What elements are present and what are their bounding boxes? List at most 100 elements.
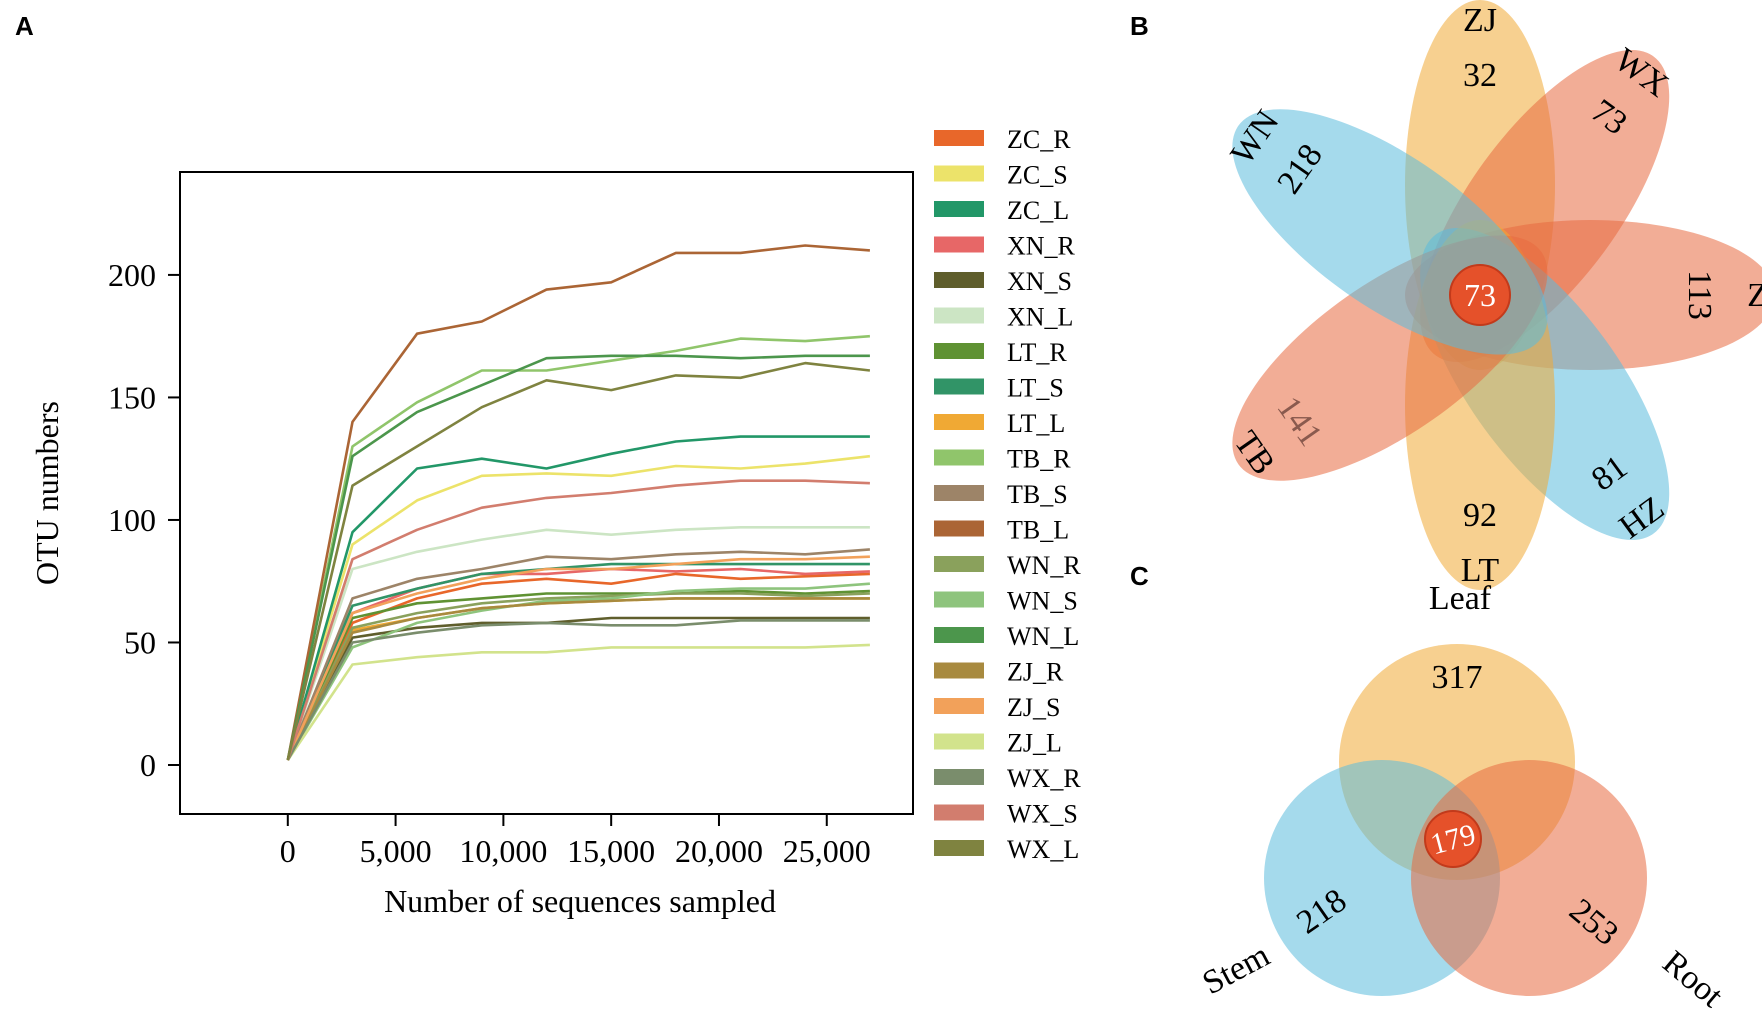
venn-c-circle-root [1411, 760, 1647, 996]
series-line-tb-s [286, 548, 870, 761]
venn-b-count-zj: 32 [1463, 57, 1497, 94]
series-line-xn-r [286, 567, 870, 761]
legend-label: XN_R [1007, 232, 1076, 261]
legend-label: WN_R [1007, 551, 1081, 580]
series-line-zc-s [286, 454, 871, 761]
series-line-wn-s [286, 582, 870, 761]
series-line-lt-r [286, 589, 870, 761]
legend-swatch [934, 769, 984, 785]
series-line-wn-l [286, 354, 870, 761]
legend-label: LT_S [1007, 374, 1064, 403]
legend-label: TB_S [1007, 480, 1068, 509]
legend-label: TB_R [1007, 445, 1071, 474]
panel-label-b: B [1130, 11, 1149, 41]
y-tick-label: 100 [108, 502, 156, 538]
legend-swatch [934, 804, 984, 821]
flower-venn-diagram: 7332ZJ73WX113ZC81HZ92LT141TB218WN [1224, 0, 1762, 590]
plot-frame [179, 171, 914, 815]
legend-label: ZC_L [1007, 196, 1069, 225]
series-line-zj-r [286, 597, 870, 761]
legend-label: LT_R [1007, 338, 1067, 367]
legend-swatch [934, 449, 984, 466]
x-axis-label: Number of sequences sampled [384, 883, 776, 919]
x-tick-label: 25,000 [783, 833, 871, 869]
series-line-tb-r [286, 334, 870, 761]
venn-c-count-leaf: 317 [1432, 659, 1483, 696]
y-tick-label: 150 [108, 379, 156, 415]
venn-b-core-count: 73 [1464, 277, 1496, 313]
series-line-wx-r [286, 619, 870, 761]
legend-swatch [934, 130, 984, 146]
venn-b-count-lt: 92 [1463, 497, 1497, 534]
legend-swatch [934, 236, 984, 253]
venn-c-label-root: Root [1655, 944, 1730, 1014]
legend-label: XN_L [1007, 303, 1073, 332]
legend-label: ZJ_L [1007, 729, 1062, 758]
venn-c-label-leaf: Leaf [1429, 580, 1492, 617]
legend-swatch [934, 556, 984, 572]
legend-swatch [934, 520, 984, 537]
x-tick-label: 0 [280, 833, 296, 869]
venn-b-label-zc: ZC [1747, 277, 1762, 314]
panel-label-a: A [15, 11, 34, 41]
x-tick-label: 15,000 [567, 833, 655, 869]
legend-swatch [934, 165, 984, 182]
legend-swatch [934, 272, 984, 288]
series-line-zj-l [286, 643, 870, 761]
legend-label: WN_L [1007, 622, 1079, 651]
y-tick-label: 50 [124, 624, 156, 660]
y-axis: 0 50 100 150 200 [108, 257, 180, 783]
x-tick-label: 10,000 [459, 833, 547, 869]
series-line-wx-l [286, 361, 871, 761]
legend-swatch [934, 733, 984, 750]
legend-swatch [934, 343, 984, 359]
legend-swatch [934, 591, 984, 608]
legend-label: ZC_R [1007, 125, 1071, 154]
x-tick-label: 5,000 [360, 833, 432, 869]
legend-swatch [934, 627, 984, 643]
legend-swatch [934, 662, 984, 679]
series-line-zc-l [286, 435, 870, 761]
legend-swatch [934, 485, 984, 501]
line-chart: 0 50 100 150 200 0 5,000 10,000 15,000 20,000 25,… [29, 125, 1081, 919]
series-line-lt-s [286, 562, 870, 761]
venn-b-count-zc: 113 [1681, 270, 1718, 320]
legend-label: ZJ_R [1007, 658, 1064, 687]
venn-b-label-zj: ZJ [1463, 2, 1497, 39]
legend-label: TB_L [1007, 516, 1069, 545]
series-line-wn-r [286, 592, 870, 761]
y-axis-label: OTU numbers [29, 401, 65, 585]
legend-swatch [934, 414, 984, 430]
legend-label: WX_R [1007, 764, 1081, 793]
legend-label: ZC_S [1007, 161, 1068, 190]
y-tick-label: 0 [140, 747, 156, 783]
y-tick-label: 200 [108, 257, 156, 293]
series-line-wx-s [286, 479, 870, 761]
venn-c-core-circle [1424, 810, 1482, 868]
venn-c-label-stem: Stem [1197, 937, 1276, 1002]
venn-b-core-circle [1449, 264, 1511, 326]
x-tick-label: 20,000 [675, 833, 763, 869]
series-line-zj-s [286, 555, 870, 761]
legend-swatch [934, 378, 984, 395]
legend-label: WN_S [1007, 587, 1078, 616]
series-line-xn-s [286, 616, 870, 761]
x-axis: 0 5,000 10,000 15,000 20,000 25,000 [280, 814, 871, 869]
legend-swatch [934, 698, 984, 714]
series-line-tb-l [286, 244, 870, 761]
legend-swatch [934, 307, 984, 324]
panel-label-c: C [1130, 561, 1149, 591]
legend-label: WX_S [1007, 800, 1078, 829]
legend-label: ZJ_S [1007, 693, 1060, 722]
legend-label: LT_L [1007, 409, 1065, 438]
venn-b-label-lt: LT [1461, 552, 1500, 589]
legend-swatch [934, 201, 984, 217]
legend: ZC_R ZC_S ZC_L XN_R XN_S XN_L LT_R LT_S LT_L TB_R… [934, 125, 1081, 864]
legend-swatch [934, 840, 984, 856]
series-lines [286, 244, 871, 761]
three-set-venn-diagram: 179 Leaf 317 Stem 218 Root 253 [1197, 580, 1731, 1014]
legend-label: XN_S [1007, 267, 1072, 296]
series-line-xn-l [286, 525, 870, 761]
legend-label: WX_L [1007, 835, 1079, 864]
